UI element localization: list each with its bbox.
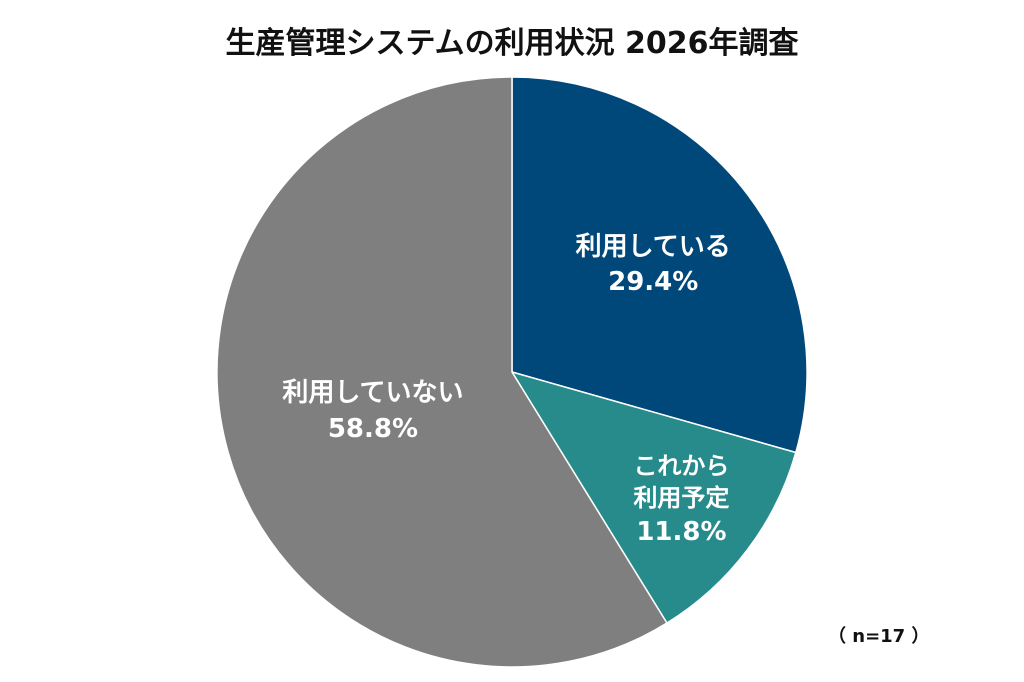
value-label: 58.8% <box>327 413 419 444</box>
slice-label: これから利用予定 11.8% <box>626 450 736 550</box>
pie-slice <box>511 76 808 454</box>
category-label: 利用していない <box>282 378 464 409</box>
note: （ n=17 ） <box>828 626 930 647</box>
pie-slice <box>216 76 668 668</box>
pie-slice <box>510 370 797 625</box>
chart-title: 生産管理システムの利用状況 2026年調査 <box>225 26 799 61</box>
category-label: 利用している <box>575 232 731 263</box>
slice-label: 利用している 29.4% <box>576 230 731 300</box>
category-label: これから利用予定 <box>633 452 730 513</box>
value-label: 11.8% <box>636 516 727 547</box>
value-label: 29.4% <box>608 267 699 298</box>
slice-label: 利用していない 58.8% <box>282 376 463 446</box>
